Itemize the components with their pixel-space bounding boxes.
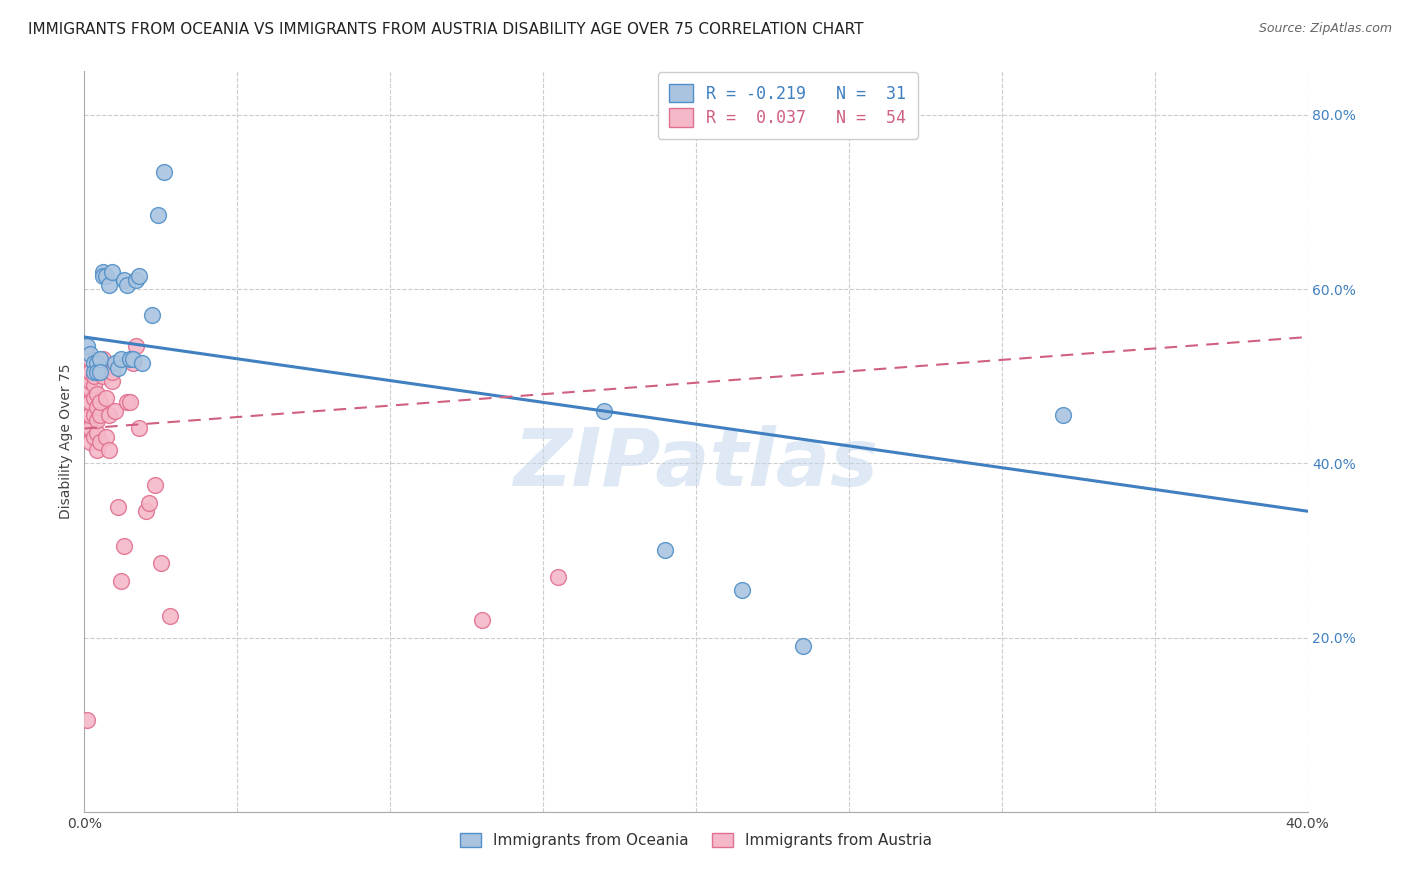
Point (79, 382, 101, 396)
Point (731, 582, 754, 597)
Text: Source: ZipAtlas.com: Source: ZipAtlas.com (1258, 22, 1392, 36)
Point (138, 495, 160, 509)
Point (146, 208, 169, 222)
Point (1052, 409, 1074, 423)
Point (593, 404, 616, 418)
Point (153, 164, 176, 178)
Point (91, 369, 114, 384)
Point (76, 421, 98, 435)
Point (79, 365, 101, 379)
Point (97, 409, 120, 423)
Point (159, 608, 181, 623)
Text: IMMIGRANTS FROM OCEANIA VS IMMIGRANTS FROM AUSTRIA DISABILITY AGE OVER 75 CORREL: IMMIGRANTS FROM OCEANIA VS IMMIGRANTS FR… (28, 22, 863, 37)
Point (89, 395, 111, 409)
Point (115, 395, 138, 409)
Point (76, 395, 98, 409)
Point (83, 369, 105, 384)
Point (76, 339, 98, 353)
Point (135, 504, 157, 518)
Point (91, 268, 114, 283)
Point (471, 613, 494, 627)
Point (101, 265, 124, 279)
Point (83, 430, 105, 444)
Point (79, 347, 101, 361)
Point (122, 356, 145, 370)
Point (97, 443, 120, 458)
Point (79, 395, 101, 409)
Point (94, 430, 117, 444)
Point (547, 569, 569, 583)
Point (89, 434, 111, 449)
Point (76, 409, 98, 423)
Point (83, 365, 105, 379)
Point (128, 268, 150, 283)
Point (104, 356, 127, 370)
Point (128, 421, 150, 435)
Point (91, 265, 114, 279)
Point (83, 409, 105, 423)
Point (101, 374, 124, 388)
Point (110, 574, 132, 588)
Point (110, 351, 132, 366)
Point (89, 351, 111, 366)
Point (79, 374, 101, 388)
Point (89, 365, 111, 379)
Point (94, 391, 117, 405)
Point (125, 339, 148, 353)
Point (792, 639, 814, 653)
Point (79, 409, 101, 423)
Point (89, 409, 111, 423)
Point (86, 356, 108, 370)
Point (120, 351, 142, 366)
Point (122, 351, 145, 366)
Point (141, 308, 163, 322)
Point (83, 378, 105, 392)
Point (83, 391, 105, 405)
Y-axis label: Disability Age Over 75: Disability Age Over 75 (59, 364, 73, 519)
Point (76, 369, 98, 384)
Point (86, 400, 108, 414)
Point (79, 351, 101, 366)
Point (86, 386, 108, 401)
Point (131, 356, 153, 370)
Point (86, 425, 108, 440)
Point (76, 374, 98, 388)
Point (91, 351, 114, 366)
Point (107, 360, 129, 375)
Point (79, 434, 101, 449)
Point (86, 443, 108, 458)
Point (149, 557, 172, 571)
Text: ZIPatlas: ZIPatlas (513, 425, 879, 503)
Point (654, 543, 676, 558)
Legend: Immigrants from Oceania, Immigrants from Austria: Immigrants from Oceania, Immigrants from… (451, 826, 941, 856)
Point (120, 395, 142, 409)
Point (86, 413, 108, 427)
Point (112, 273, 135, 287)
Point (83, 356, 105, 370)
Point (79, 421, 101, 435)
Point (76, 382, 98, 396)
Point (94, 268, 117, 283)
Point (115, 277, 138, 292)
Point (97, 277, 120, 292)
Point (104, 404, 127, 418)
Point (107, 500, 129, 514)
Point (143, 478, 166, 492)
Point (76, 378, 98, 392)
Point (101, 365, 124, 379)
Point (112, 539, 135, 553)
Point (86, 365, 108, 379)
Point (76, 713, 98, 727)
Point (76, 365, 98, 379)
Point (125, 273, 148, 287)
